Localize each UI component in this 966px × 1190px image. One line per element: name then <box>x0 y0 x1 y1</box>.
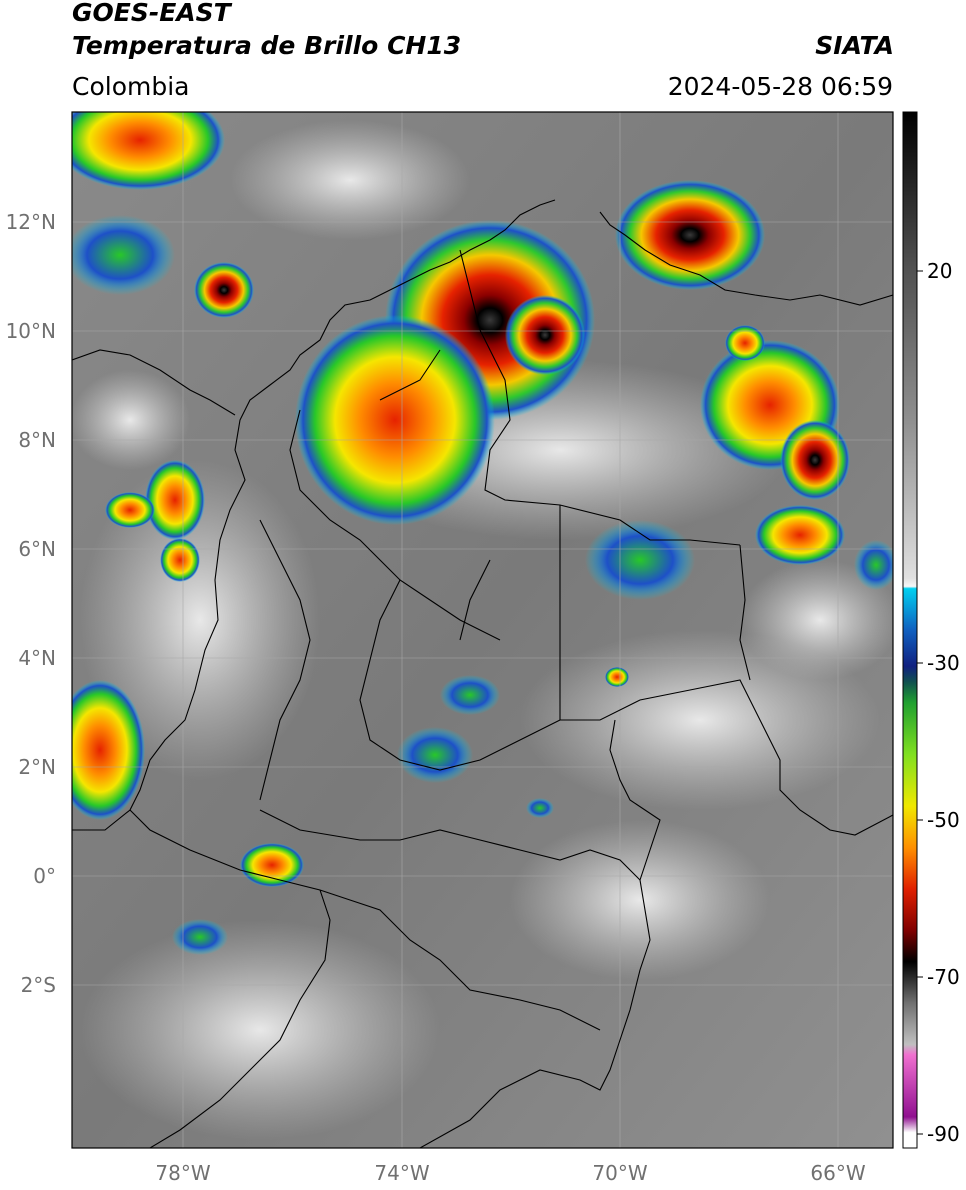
lat-label: 12°N <box>6 210 56 234</box>
satellite-imagery <box>72 112 893 1148</box>
colorbar-tick-label: -50 <box>927 808 960 832</box>
region-label: Colombia <box>72 72 190 101</box>
colorbar-tick-label: -30 <box>927 651 960 675</box>
lon-label: 66°W <box>810 1161 865 1185</box>
lat-label: 2°N <box>18 755 56 779</box>
product-title: Temperatura de Brillo CH13 <box>72 31 462 60</box>
colorbar-tick-label: -90 <box>927 1122 960 1146</box>
lat-label: 0° <box>33 864 56 888</box>
satellite-title: GOES-EAST <box>72 0 231 27</box>
colorbar-gradient <box>902 111 918 1149</box>
boundaries <box>72 199 893 1148</box>
colorbar-tick-label: 20 <box>927 259 952 283</box>
lat-label: 10°N <box>6 319 56 343</box>
agency-label: SIATA <box>815 31 894 60</box>
lat-label: 2°S <box>21 973 56 997</box>
longitude-labels: 78°W 74°W 70°W 66°W <box>155 1161 865 1185</box>
lat-label: 4°N <box>18 646 56 670</box>
latitude-labels: 12°N 10°N 8°N 6°N 4°N 2°N 0° 2°S <box>6 210 56 997</box>
map-frame <box>71 111 894 1149</box>
lat-label: 6°N <box>18 537 56 561</box>
lat-label: 8°N <box>18 428 56 452</box>
lon-label: 74°W <box>374 1161 429 1185</box>
graticule <box>72 112 893 1148</box>
lon-label: 78°W <box>155 1161 210 1185</box>
colorbar-tick-label: -70 <box>927 965 960 989</box>
colorbar: 20 -30 -50 -70 -90 <box>902 111 960 1149</box>
lon-label: 70°W <box>592 1161 647 1185</box>
datetime-label: 2024-05-28 06:59 <box>667 72 893 101</box>
